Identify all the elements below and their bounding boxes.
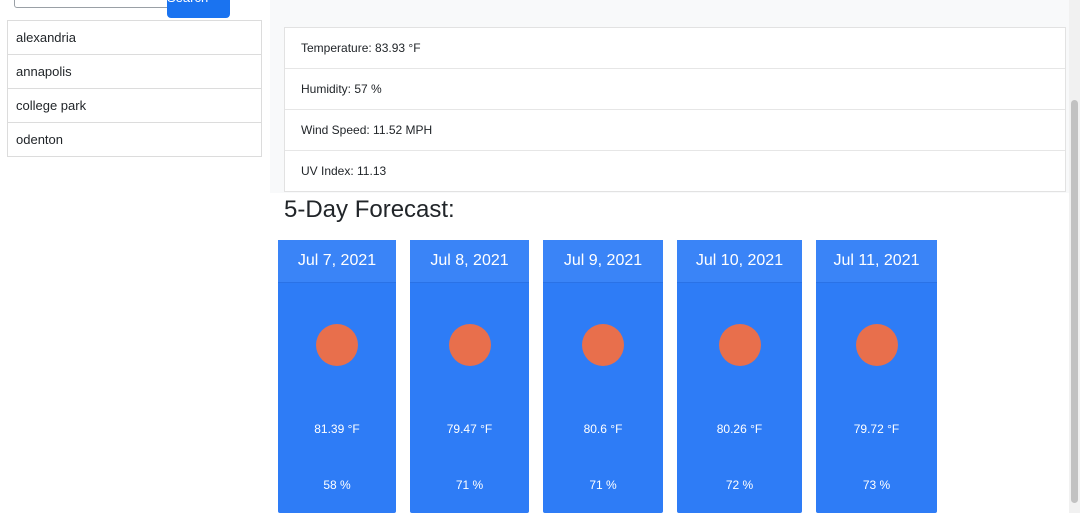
forecast-card: Jul 9, 2021 80.6 °F 71 % — [543, 240, 663, 513]
city-item-annapolis[interactable]: annapolis — [7, 55, 262, 89]
temperature-stat: Temperature: 83.93 °F — [285, 28, 1065, 68]
scrollbar-thumb[interactable] — [1071, 100, 1078, 503]
forecast-humidity: 71 % — [543, 478, 663, 492]
scrollbar[interactable] — [1069, 0, 1080, 513]
uv-index-stat: UV Index: 11.13 — [285, 150, 1065, 191]
forecast-card: Jul 7, 2021 81.39 °F 58 % — [278, 240, 396, 513]
city-item-alexandria[interactable]: alexandria — [7, 20, 262, 55]
forecast-card: Jul 11, 2021 79.72 °F 73 % — [816, 240, 937, 513]
forecast-temp: 80.26 °F — [677, 422, 802, 436]
forecast-date: Jul 7, 2021 — [278, 240, 396, 283]
forecast-temp: 79.72 °F — [816, 422, 937, 436]
wind-speed-stat: Wind Speed: 11.52 MPH — [285, 109, 1065, 150]
forecast-humidity: 72 % — [677, 478, 802, 492]
search-button[interactable]: Search — [167, 0, 230, 18]
sun-icon — [582, 324, 624, 366]
sun-icon — [856, 324, 898, 366]
main-content: Temperature: 83.93 °F Humidity: 57 % Win… — [270, 0, 1080, 513]
humidity-stat: Humidity: 57 % — [285, 68, 1065, 109]
forecast-temp: 81.39 °F — [278, 422, 396, 436]
city-item-college-park[interactable]: college park — [7, 89, 262, 123]
forecast-humidity: 73 % — [816, 478, 937, 492]
city-list: alexandria annapolis college park odento… — [7, 20, 262, 157]
forecast-temp: 80.6 °F — [543, 422, 663, 436]
sidebar: Search alexandria annapolis college park… — [0, 0, 270, 513]
forecast-card: Jul 8, 2021 79.47 °F 71 % — [410, 240, 529, 513]
forecast-title: 5-Day Forecast: — [284, 196, 455, 224]
current-weather-list: Temperature: 83.93 °F Humidity: 57 % Win… — [284, 27, 1066, 192]
forecast-humidity: 71 % — [410, 478, 529, 492]
sun-icon — [316, 324, 358, 366]
sun-icon — [449, 324, 491, 366]
forecast-card: Jul 10, 2021 80.26 °F 72 % — [677, 240, 802, 513]
city-item-odenton[interactable]: odenton — [7, 123, 262, 157]
forecast-temp: 79.47 °F — [410, 422, 529, 436]
forecast-date: Jul 9, 2021 — [543, 240, 663, 283]
forecast-date: Jul 10, 2021 — [677, 240, 802, 283]
forecast-date: Jul 11, 2021 — [816, 240, 937, 283]
search-input[interactable] — [14, 0, 170, 8]
forecast-date: Jul 8, 2021 — [410, 240, 529, 283]
sun-icon — [719, 324, 761, 366]
forecast-humidity: 58 % — [278, 478, 396, 492]
